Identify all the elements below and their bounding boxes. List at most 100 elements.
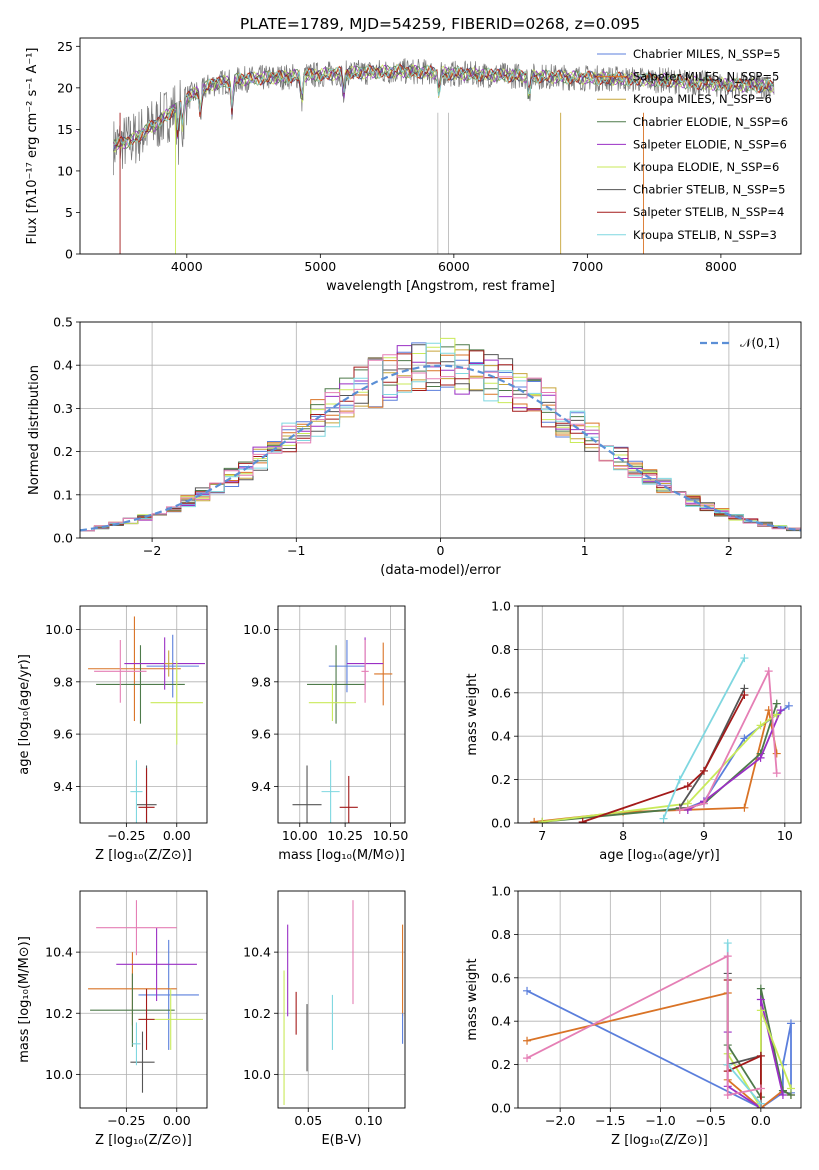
y-tick-label: 25 [57,39,73,54]
x-tick-label: −1.0 [645,1113,675,1128]
y-tick-label: 0.0 [491,816,511,831]
x-axis-label: mass [log₁₀(M/M⊙)] [278,848,405,863]
x-axis-label: (data-model)/error [380,563,501,578]
y-tick-label: 10.0 [243,1067,271,1082]
plot-frame [277,605,406,824]
x-tick-label: −0.25 [107,1113,145,1128]
legend-label: 𝒩(0,1) [740,336,780,350]
x-tick-label: 0.05 [294,1113,322,1128]
y-axis-label: mass [log₁₀(M/M⊙)] [17,936,32,1063]
weight-marker [523,1054,532,1063]
weight-series [582,694,746,823]
y-tick-label: 0.2 [53,444,73,459]
y-axis-label: age [log₁₀(age/yr)] [17,654,32,775]
y-tick-label: 5 [65,205,73,220]
weight-marker [699,766,708,775]
weight-marker [723,1090,732,1099]
y-tick-label: 1.0 [491,884,511,899]
weight-series [679,667,778,811]
legend-label: Salpeter ELODIE, N_SSP=6 [633,137,787,151]
figure-title: PLATE=1789, MJD=54259, FIBERID=0268, z=0… [240,15,640,33]
y-tick-label: 0.8 [491,927,511,942]
y-tick-label: 0.0 [491,1101,511,1116]
y-tick-label: 10.0 [45,622,73,637]
weight-series [687,709,782,811]
mass-weight-vs-age-panel: 7 8 9 10 0.0 0.2 0.4 0.6 0.8 1.0 age [log₁₀(age/yr… [465,599,802,863]
errorbars [283,900,404,1105]
errorbars [292,637,393,823]
weight-series [726,988,792,1101]
weight-marker [723,952,732,961]
y-tick-label: 0.6 [491,685,511,700]
weight-marker [538,817,547,823]
weight-marker [772,710,781,719]
y-tick-label: 0.1 [53,487,73,502]
y-tick-label: 20 [57,80,73,95]
weight-marker [756,984,765,993]
y-tick-label: 10.0 [45,1067,73,1082]
weight-marker [740,803,749,812]
normal-curve [80,364,801,532]
x-tick-label: 8 [619,828,627,843]
y-tick-label: 10.4 [243,945,271,960]
y-tick-label: 0.0 [53,531,73,546]
y-tick-label: 1.0 [491,599,511,614]
weight-marker [778,1090,787,1099]
weight-marker [756,1099,765,1108]
x-tick-label: 0.0 [751,1113,771,1128]
y-tick-label: 10.2 [45,1006,73,1021]
y-tick-label: 0.5 [53,315,73,330]
weight-marker [764,667,773,676]
x-axis-label: Z [log₁₀(Z/Z⊙)] [95,848,192,863]
x-axis-label: Z [log₁₀(Z/Z⊙)] [95,1133,192,1148]
plot-frame [79,37,802,255]
y-tick-label: 10 [57,163,73,178]
legend-label: Salpeter MILES, N_SSP=5 [633,70,779,84]
legend-label: Chabrier MILES, N_SSP=5 [633,47,780,61]
weight-marker [786,1084,795,1093]
x-tick-label: 10 [777,828,793,843]
x-tick-label: 0.00 [163,828,191,843]
x-axis-label: wavelength [Angstrom, rest frame] [326,279,555,294]
x-axis-label: Z [log₁₀(Z/Z⊙)] [611,1133,708,1148]
y-tick-label: 10.4 [45,945,73,960]
legend-label: Kroupa MILES, N_SSP=6 [633,92,772,106]
weight-marker [756,995,765,1004]
plot-frame [79,605,208,824]
errorbars [88,616,205,823]
plot-frame [79,890,208,1109]
weight-marker [530,817,539,823]
weight-series [526,954,762,1097]
weight-marker [756,1051,765,1060]
histogram-series [80,354,801,532]
y-tick-label: 0.6 [491,970,511,985]
weight-marker [740,690,749,699]
x-tick-label: 10.50 [373,828,409,843]
legend-label: Chabrier ELODIE, N_SSP=6 [633,115,788,129]
weight-series [534,709,778,823]
residuals-panel: −2 −1 0 1 2 0.0 0.1 0.2 0.3 0.4 0.5 (data-model)/er… [27,315,802,578]
weight-marker [756,721,765,730]
y-axis-label: mass weight [465,673,480,755]
weight-marker [523,1036,532,1045]
y-tick-label: 9.4 [53,779,73,794]
weight-marker [784,701,793,710]
y-axis-label: Flux [fλ10⁻¹⁷ erg cm⁻² s⁻¹ A⁻¹] [25,48,40,245]
y-tick-label: 9.4 [251,779,271,794]
weight-marker [659,814,668,823]
model-spectrum [113,64,774,147]
weight-series [542,713,778,823]
plot-frame [277,890,406,1109]
y-tick-label: 0.4 [53,358,73,373]
x-tick-label: −2 [143,543,161,558]
legend-label: Kroupa STELIB, N_SSP=3 [633,228,777,242]
spectrum-panel: 4000 5000 6000 7000 8000 0 5 10 15 20 25 wavelength… [25,37,802,294]
weight-marker [756,1006,765,1015]
weight-marker [523,986,532,995]
weight-marker [772,699,781,708]
y-tick-label: 9.6 [251,727,271,742]
x-tick-label: 7000 [571,259,603,274]
y-tick-label: 0.4 [491,729,511,744]
x-tick-label: −1 [287,543,305,558]
